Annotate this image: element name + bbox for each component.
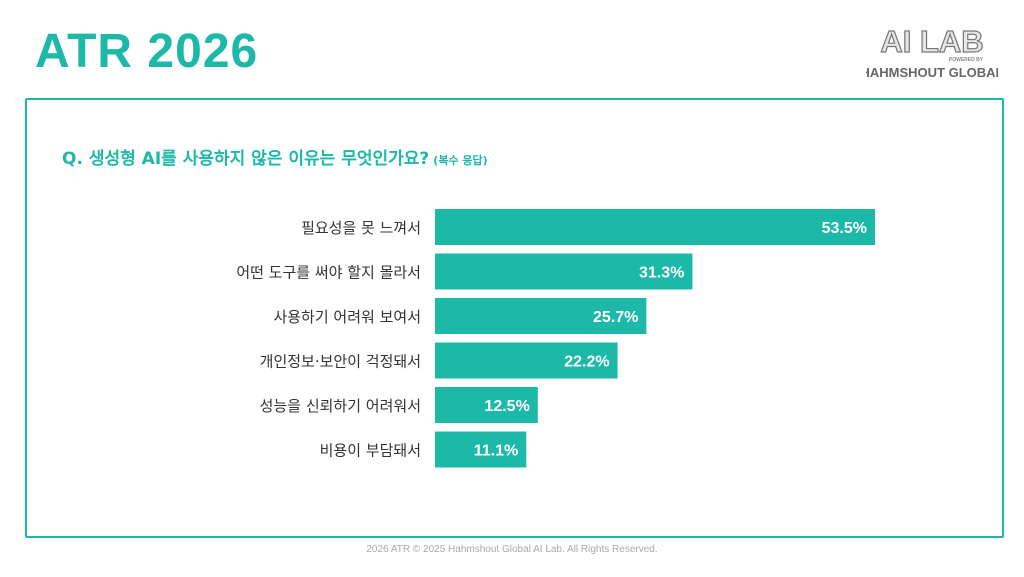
- category-label: 성능을 신뢰하기 어려워서: [260, 397, 421, 415]
- logo-company: HAHMSHOUT GLOBAL: [866, 65, 998, 80]
- logo-tagline: POWERED BY: [949, 57, 984, 63]
- bar-value-label: 12.5%: [484, 398, 529, 415]
- logo-main-text: AI LAB: [880, 24, 983, 59]
- category-label: 비용이 부담돼서: [320, 442, 421, 460]
- category-label: 어떤 도구를 써야 할지 몰라서: [236, 264, 421, 282]
- question-title: Q. 생성형 AI를 사용하지 않은 이유는 무엇인가요? (복수 응답): [62, 144, 488, 169]
- bar: [435, 209, 875, 245]
- bar: [435, 431, 527, 468]
- question-note: (복수 응답): [433, 154, 488, 167]
- bar-value-label: 53.5%: [822, 220, 867, 237]
- footer-copyright: 2026 ATR © 2025 Hahmshout Global AI Lab.…: [366, 544, 658, 555]
- bar-value-label: 22.2%: [564, 354, 609, 371]
- chart-panel: [25, 98, 1004, 538]
- category-label: 필요성을 못 느껴서: [301, 219, 421, 237]
- bar: [435, 387, 538, 423]
- page-title: ATR 2026: [35, 25, 259, 78]
- bar: [435, 298, 647, 334]
- bar-value-label: 31.3%: [639, 265, 684, 282]
- bar: [435, 253, 693, 290]
- bar: [435, 342, 618, 379]
- question-text: Q. 생성형 AI를 사용하지 않은 이유는 무엇인가요?: [62, 149, 430, 169]
- bar-value-label: 11.1%: [474, 443, 518, 460]
- category-label: 사용하기 어려워 보여서: [273, 308, 421, 326]
- category-label: 개인정보·보안이 걱정돼서: [260, 353, 421, 371]
- ai-lab-logo: AI LAB POWERED BY HAHMSHOUT GLOBAL: [866, 23, 998, 80]
- bar-value-label: 25.7%: [593, 309, 638, 326]
